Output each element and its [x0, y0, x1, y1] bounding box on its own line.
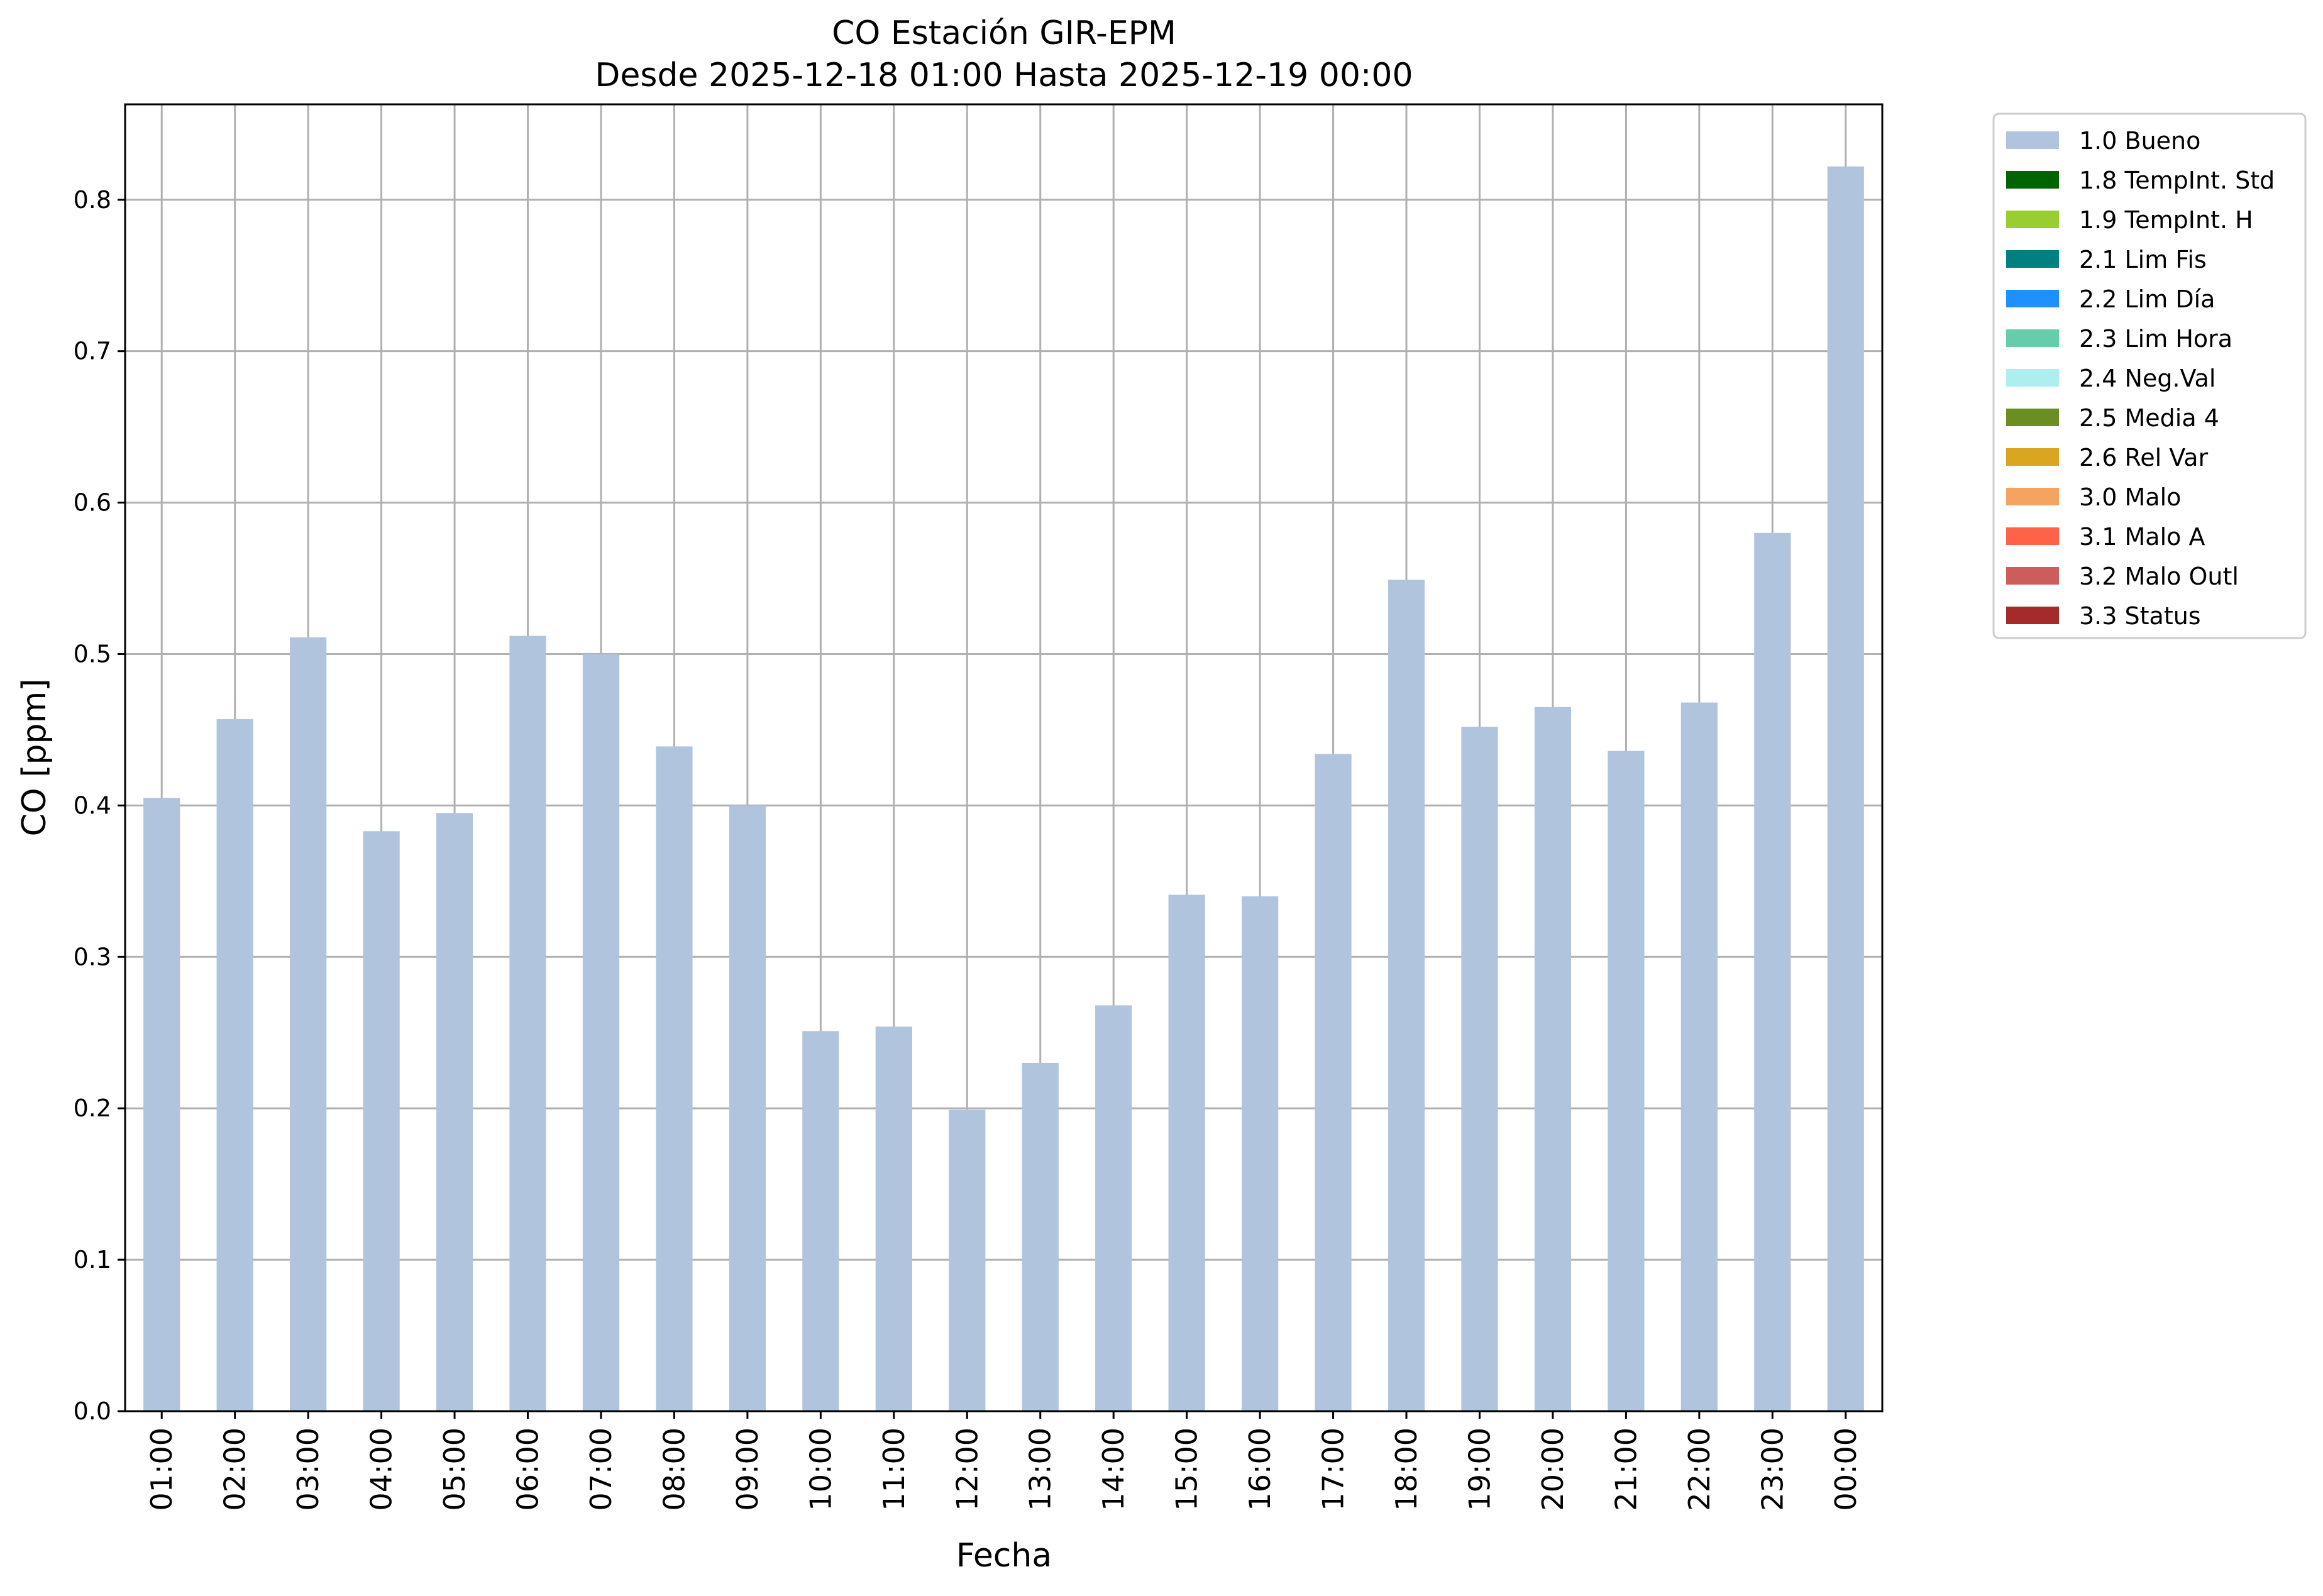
legend-label: 3.1 Malo A — [2079, 523, 2205, 551]
x-tick-label: 15:00 — [1170, 1428, 1204, 1511]
bar-1400 — [1095, 1005, 1132, 1411]
y-tick-label: 0.3 — [74, 943, 111, 971]
legend-swatch — [2006, 211, 2059, 228]
bar-2100 — [1608, 751, 1645, 1411]
y-tick-label: 0.2 — [74, 1094, 111, 1122]
bar-0900 — [729, 805, 766, 1411]
bar-1200 — [949, 1109, 986, 1411]
legend-label: 2.5 Media 4 — [2079, 404, 2219, 432]
bar-0000 — [1827, 166, 1864, 1412]
bar-2000 — [1534, 707, 1572, 1411]
x-tick-label: 12:00 — [950, 1428, 984, 1511]
legend-swatch — [2006, 409, 2059, 426]
x-tick-label: 10:00 — [803, 1428, 837, 1511]
x-tick-label: 19:00 — [1462, 1428, 1496, 1511]
y-tick-label: 0.0 — [74, 1397, 111, 1425]
legend-label: 2.4 Neg.Val — [2079, 365, 2215, 392]
x-tick-label: 23:00 — [1755, 1428, 1789, 1511]
legend-swatch — [2006, 290, 2059, 307]
x-tick-label: 20:00 — [1536, 1428, 1570, 1511]
legend-swatch — [2006, 369, 2059, 387]
x-tick-label: 06:00 — [511, 1428, 545, 1511]
y-axis-ticks: 0.0 0.1 0.2 0.3 0.4 0.5 0.6 0.7 0.8 — [74, 186, 125, 1425]
x-axis-label: Fecha — [956, 1537, 1052, 1575]
bar-1700 — [1315, 754, 1352, 1411]
legend-label: 1.0 Bueno — [2079, 127, 2200, 155]
x-tick-label: 11:00 — [877, 1428, 911, 1511]
chart-title: CO Estación GIR-EPM — [832, 14, 1176, 52]
legend-label: 3.2 Malo Outl — [2079, 563, 2239, 590]
x-tick-label: 05:00 — [438, 1428, 472, 1511]
bar-0300 — [290, 637, 327, 1411]
y-tick-label: 0.7 — [74, 338, 111, 365]
x-tick-label: 13:00 — [1024, 1428, 1057, 1511]
x-tick-label: 01:00 — [145, 1428, 179, 1511]
legend-swatch — [2006, 527, 2059, 545]
legend-label: 2.2 Lim Día — [2079, 285, 2215, 313]
bar-0200 — [216, 719, 253, 1411]
y-tick-label: 0.6 — [74, 489, 111, 517]
y-tick-label: 0.4 — [74, 791, 111, 819]
bar-0800 — [656, 746, 693, 1411]
y-axis-label: CO [ppm] — [16, 678, 53, 836]
y-tick-label: 0.1 — [74, 1246, 111, 1274]
x-tick-label: 21:00 — [1609, 1428, 1643, 1511]
chart-subtitle: Desde 2025-12-18 01:00 Hasta 2025-12-19 … — [595, 57, 1413, 94]
y-tick-label: 0.8 — [74, 186, 111, 214]
y-tick-label: 0.5 — [74, 640, 111, 668]
legend-swatch — [2006, 250, 2059, 268]
x-tick-label: 00:00 — [1829, 1428, 1863, 1511]
legend-label: 1.8 TempInt. Std — [2079, 167, 2275, 194]
bar-1100 — [875, 1026, 912, 1411]
bar-0700 — [582, 654, 620, 1411]
legend-label: 2.3 Lim Hora — [2079, 325, 2232, 353]
legend-swatch — [2006, 329, 2059, 347]
bar-0600 — [509, 636, 546, 1411]
x-tick-label: 08:00 — [657, 1428, 691, 1511]
legend-label: 3.0 Malo — [2079, 483, 2181, 511]
bar-1900 — [1461, 727, 1498, 1411]
legend-label: 3.3 Status — [2079, 602, 2201, 630]
bar-1600 — [1241, 896, 1279, 1411]
bar-0100 — [143, 798, 180, 1411]
bar-1000 — [802, 1031, 839, 1411]
x-tick-label: 18:00 — [1389, 1428, 1423, 1511]
x-tick-label: 16:00 — [1243, 1428, 1277, 1511]
x-tick-label: 22:00 — [1682, 1428, 1716, 1511]
legend-frame — [1992, 113, 2307, 639]
x-tick-label: 04:00 — [365, 1428, 399, 1511]
x-tick-label: 14:00 — [1096, 1428, 1130, 1511]
legend-swatch — [2006, 131, 2059, 149]
legend-label: 2.6 Rel Var — [2079, 444, 2209, 471]
legend-swatch — [2006, 488, 2059, 505]
legend-swatch — [2006, 448, 2059, 466]
bar-1300 — [1022, 1062, 1059, 1411]
bar-2200 — [1680, 702, 1718, 1411]
legend-label: 2.1 Lim Fis — [2079, 246, 2207, 273]
legend-label: 1.9 TempInt. H — [2079, 206, 2253, 234]
x-tick-label: 02:00 — [218, 1428, 252, 1511]
x-tick-label: 09:00 — [731, 1428, 764, 1511]
bar-2300 — [1754, 532, 1791, 1411]
x-tick-label: 17:00 — [1316, 1428, 1350, 1511]
legend-swatch — [2006, 567, 2059, 585]
legend-swatch — [2006, 607, 2059, 624]
bar-1500 — [1168, 894, 1205, 1411]
legend-swatch — [2006, 171, 2059, 189]
bar-0500 — [436, 813, 473, 1411]
bar-0400 — [363, 831, 400, 1411]
x-tick-label: 07:00 — [584, 1428, 618, 1511]
bar-1800 — [1388, 580, 1425, 1411]
x-tick-label: 03:00 — [291, 1428, 325, 1511]
bars — [143, 166, 1864, 1412]
legend: 1.0 Bueno 1.8 TempInt. Std 1.9 TempInt. H 2… — [1992, 113, 2307, 639]
x-axis-ticks: 01:00 02:00 03:00 04:00 05:00 06:00 07:00 08:00… — [145, 1411, 1863, 1511]
plot-frame — [124, 103, 1884, 1412]
